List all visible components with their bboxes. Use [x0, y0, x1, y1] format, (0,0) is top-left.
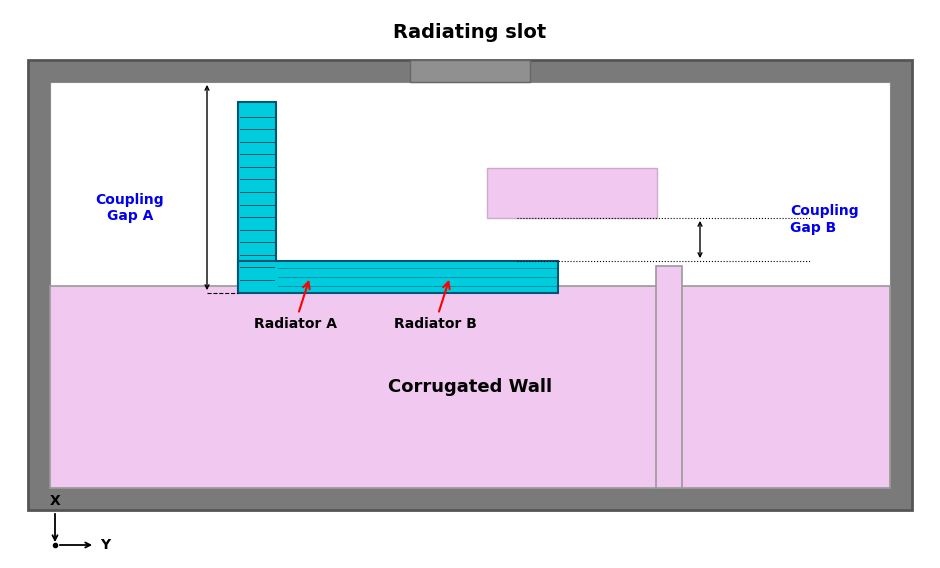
Bar — [28, 60, 912, 510]
Text: Coupling
Gap B: Coupling Gap B — [790, 204, 858, 235]
Bar — [410, 60, 530, 82]
Bar — [238, 102, 276, 288]
Text: Corrugated Wall: Corrugated Wall — [388, 378, 552, 396]
Bar — [238, 261, 558, 293]
Bar — [50, 286, 890, 488]
Bar — [50, 82, 890, 488]
Text: Radiator A: Radiator A — [254, 282, 337, 331]
Text: Radiating slot: Radiating slot — [393, 23, 547, 43]
Bar — [656, 266, 682, 488]
Text: X: X — [50, 494, 60, 508]
Text: Coupling
Gap A: Coupling Gap A — [96, 193, 164, 223]
Bar — [487, 168, 657, 218]
Text: Y: Y — [100, 538, 110, 552]
Text: Radiator B: Radiator B — [394, 282, 477, 331]
